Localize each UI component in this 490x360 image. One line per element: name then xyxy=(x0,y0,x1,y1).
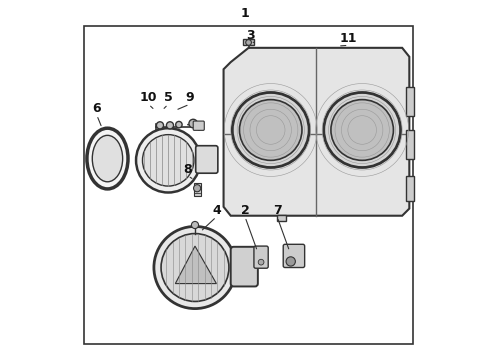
Polygon shape xyxy=(223,48,409,216)
FancyBboxPatch shape xyxy=(231,247,258,287)
Text: 11: 11 xyxy=(340,32,357,45)
Ellipse shape xyxy=(92,135,122,182)
Bar xyxy=(406,130,414,158)
Ellipse shape xyxy=(331,100,393,160)
Text: 10: 10 xyxy=(140,91,157,104)
Circle shape xyxy=(154,226,236,309)
Circle shape xyxy=(192,221,198,229)
Circle shape xyxy=(258,259,264,265)
Text: 4: 4 xyxy=(212,204,221,217)
Text: 3: 3 xyxy=(246,29,255,42)
Ellipse shape xyxy=(324,93,400,167)
Text: 5: 5 xyxy=(164,91,172,104)
Text: 9: 9 xyxy=(185,91,194,104)
Bar xyxy=(243,39,254,45)
Bar xyxy=(194,183,201,196)
Bar xyxy=(406,176,414,202)
Circle shape xyxy=(143,135,194,186)
Ellipse shape xyxy=(87,128,128,189)
Ellipse shape xyxy=(240,100,302,160)
Circle shape xyxy=(136,128,200,193)
FancyBboxPatch shape xyxy=(283,244,305,267)
Polygon shape xyxy=(175,246,217,284)
Text: 6: 6 xyxy=(93,102,101,115)
Ellipse shape xyxy=(232,93,309,167)
Circle shape xyxy=(167,122,173,129)
FancyBboxPatch shape xyxy=(193,121,204,130)
Circle shape xyxy=(286,257,295,266)
Bar xyxy=(406,87,414,116)
Bar xyxy=(277,215,286,221)
Circle shape xyxy=(176,121,182,128)
Text: 1: 1 xyxy=(241,8,249,21)
FancyBboxPatch shape xyxy=(196,146,218,173)
FancyBboxPatch shape xyxy=(254,246,268,268)
Text: 8: 8 xyxy=(184,163,192,176)
Circle shape xyxy=(161,234,229,301)
Circle shape xyxy=(194,185,201,192)
Circle shape xyxy=(189,119,197,128)
Text: 7: 7 xyxy=(273,204,282,217)
Text: 2: 2 xyxy=(241,204,249,217)
Circle shape xyxy=(156,122,164,129)
Circle shape xyxy=(245,40,251,45)
